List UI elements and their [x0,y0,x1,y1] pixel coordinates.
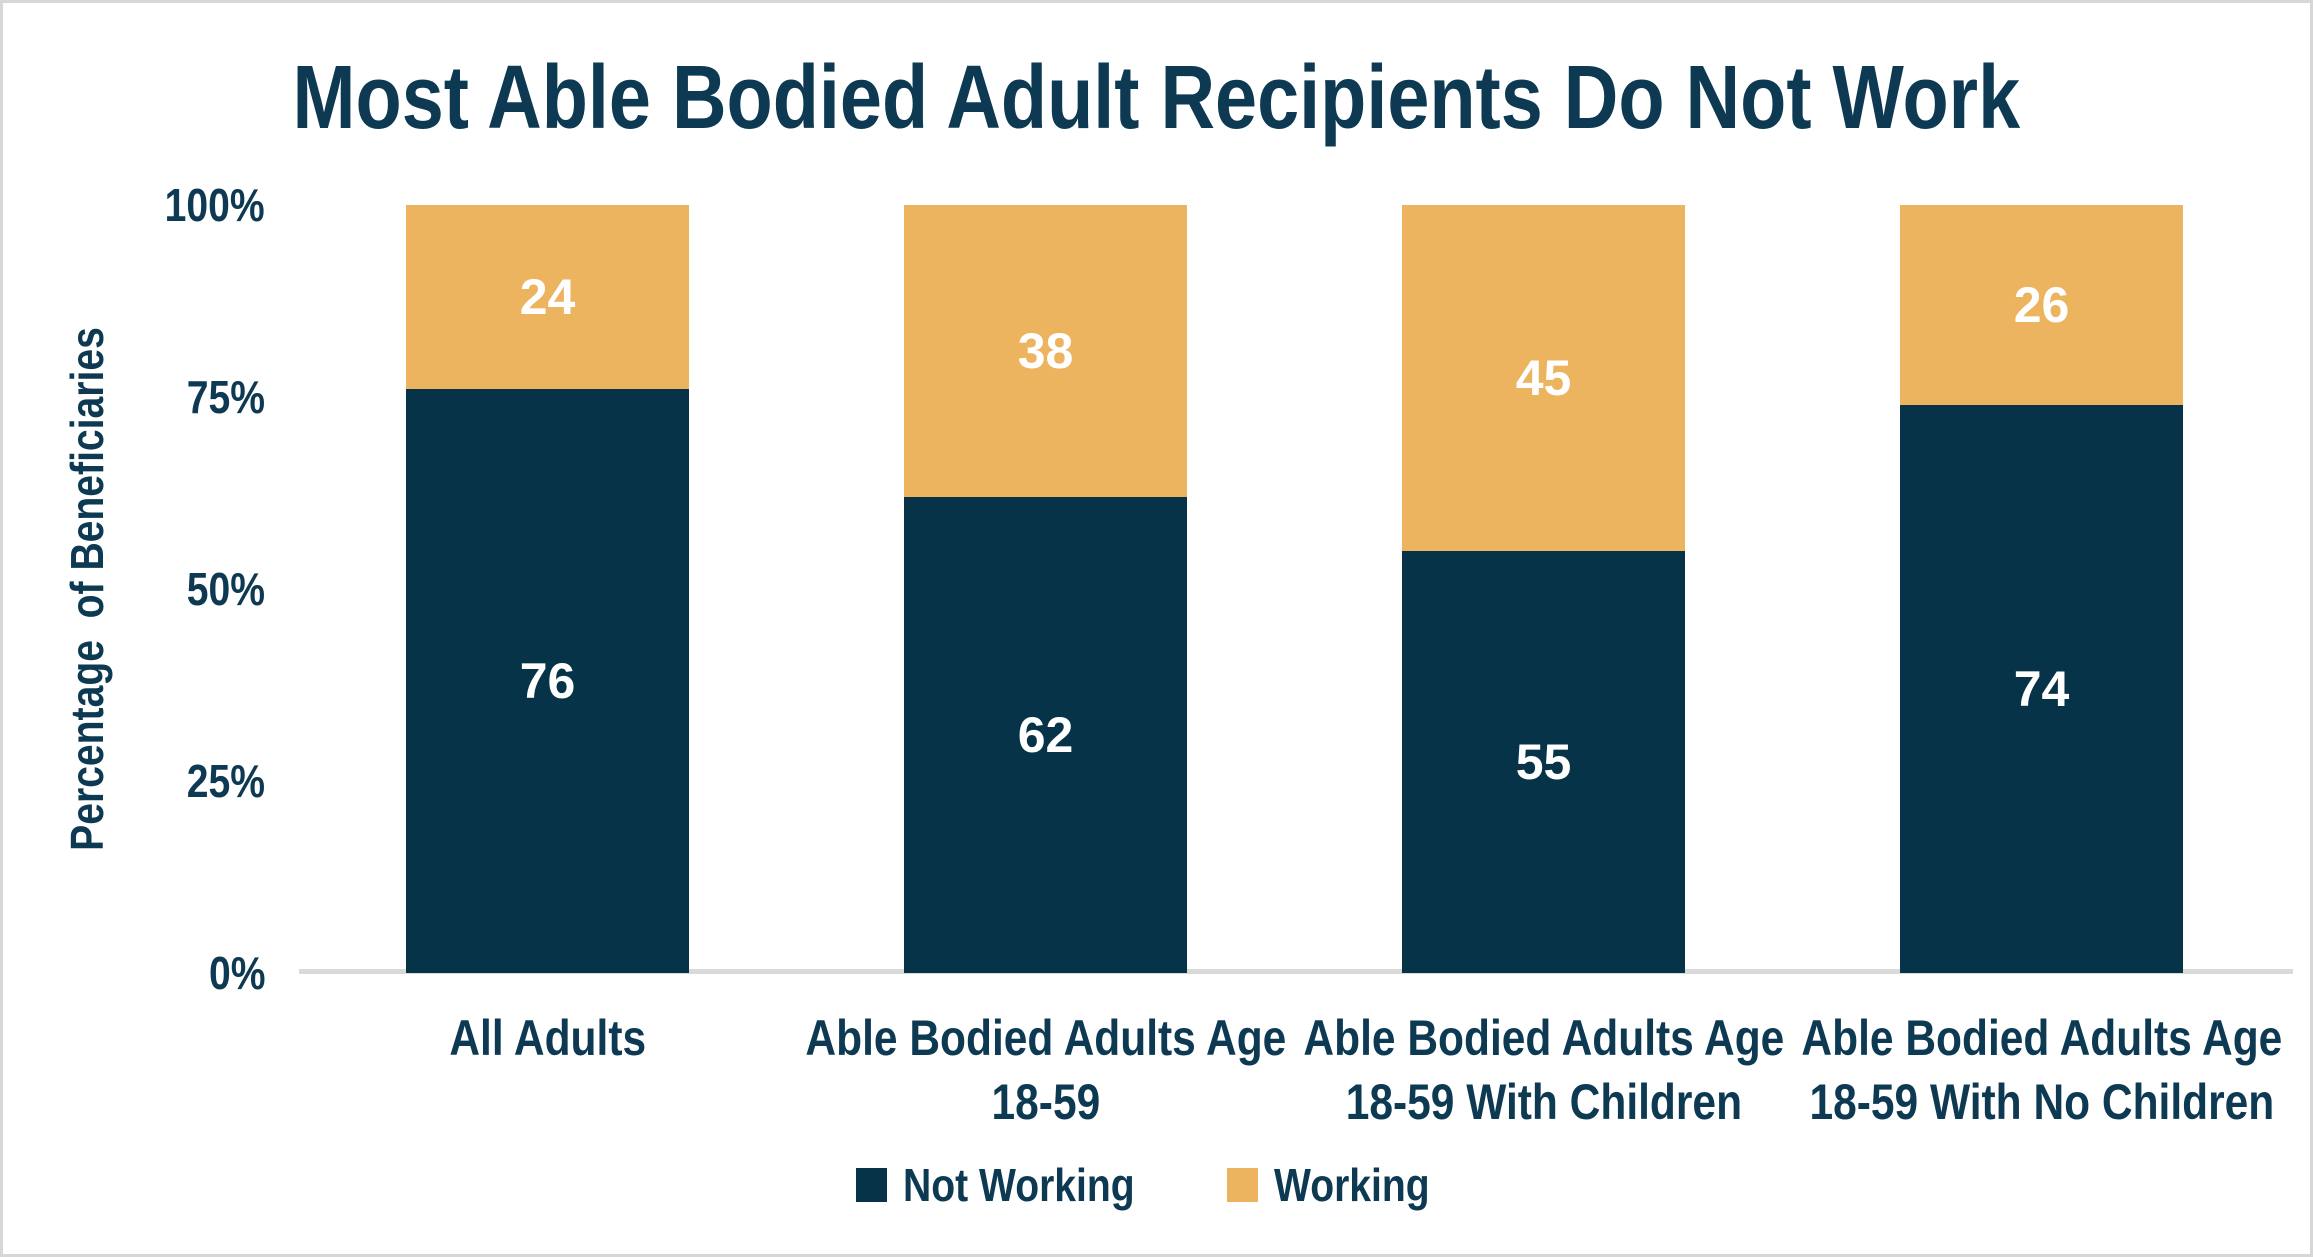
category-label-able-bodied-with-children: Able Bodied Adults Age 18-59 With Childr… [1303,1010,1785,1130]
bar-value-label: 26 [2013,276,2070,333]
legend-label-working: Working [1274,1159,1430,1211]
x-axis-line [299,969,2293,974]
bar-value-label: 38 [1017,322,1074,379]
legend-label-not-working: Not Working [902,1159,1135,1211]
legend-item-not-working: Not Working [855,1158,1176,1212]
bar-segment-not-working: 74 [1900,404,2183,973]
bar-value-label: 24 [519,269,576,326]
category-label-all-adults: All Adults [449,1010,647,1066]
y-tick-label-100: 100% [164,179,265,231]
plot-area: 24 76 38 62 45 55 26 [299,205,2291,1130]
y-tick-label-50: 50% [186,563,265,615]
bar-value-label: 55 [1515,733,1572,790]
bar-value-label: 76 [519,653,576,710]
y-tick-label-25: 25% [186,755,265,807]
bar-segment-working: 26 [1900,205,2183,405]
chart-title: Most Able Bodied Adult Recipients Do Not… [292,48,2021,148]
bar-segment-working: 45 [1402,205,1685,551]
bar-segment-working: 38 [904,205,1187,497]
legend-swatch-not-working-icon [855,1168,887,1202]
bar-segment-not-working: 62 [904,496,1187,973]
category-label-able-bodied-18-59: Able Bodied Adults Age 18-59 [805,1010,1287,1130]
bar-value-label: 45 [1515,349,1572,406]
bar-value-label: 74 [2013,660,2070,717]
y-tick-label-0: 0% [208,947,265,999]
bar-group-able-bodied-with-children: 45 55 [1402,205,1685,973]
bar-group-all-adults: 24 76 [406,205,689,973]
bar-segment-not-working: 76 [406,389,689,973]
bar-group-able-bodied-18-59: 38 62 [904,205,1187,973]
bar-segment-not-working: 55 [1402,550,1685,973]
legend: Not Working Working [3,1153,2310,1217]
legend-swatch-working-icon [1227,1168,1259,1202]
bar-segment-working: 24 [406,205,689,390]
y-tick-label-75: 75% [186,371,265,423]
bar-group-able-bodied-no-children: 26 74 [1900,205,2183,973]
category-label-able-bodied-no-children: Able Bodied Adults Age 18-59 With No Chi… [1801,1010,2283,1130]
bar-value-label: 62 [1017,706,1074,763]
legend-item-working: Working [1227,1158,1457,1212]
